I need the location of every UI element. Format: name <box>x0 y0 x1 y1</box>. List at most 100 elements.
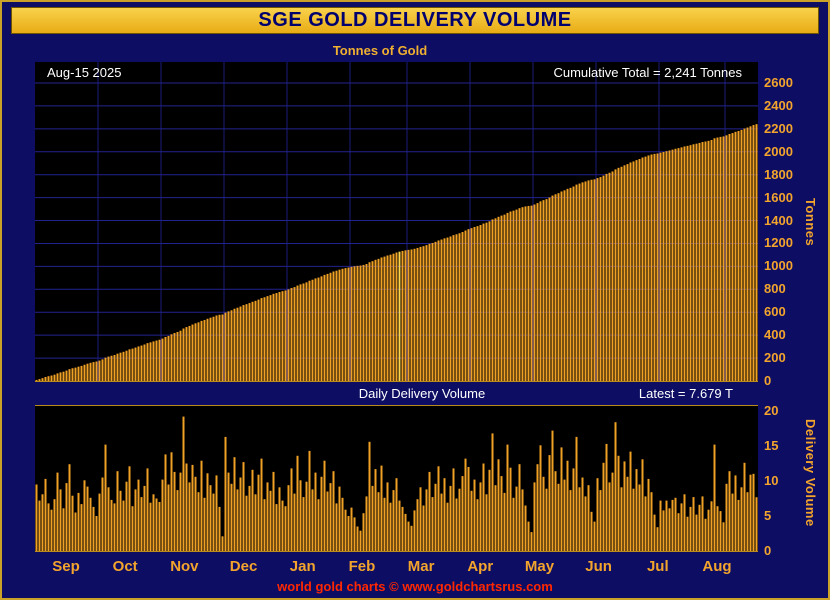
month-label: Sep <box>52 558 80 575</box>
cumulative-bars <box>35 124 758 381</box>
cumulative-bar <box>275 293 278 381</box>
cumulative-bar <box>245 304 248 381</box>
daily-bar <box>266 482 269 551</box>
cumulative-bar <box>437 240 440 381</box>
cumulative-bar <box>746 127 749 381</box>
daily-bar <box>251 469 254 551</box>
daily-bar <box>227 472 230 551</box>
cumulative-bar <box>656 153 659 381</box>
daily-bar <box>272 471 275 551</box>
daily-bar <box>587 485 590 551</box>
cumulative-bar <box>632 161 635 381</box>
cumulative-bar <box>146 343 149 381</box>
cumulative-bar <box>611 171 614 381</box>
cumulative-bar <box>470 228 473 381</box>
daily-bar <box>146 468 149 551</box>
top-panel-baseline <box>35 381 758 382</box>
cumulative-bar <box>584 181 587 381</box>
daily-bar <box>659 500 662 551</box>
cumulative-bar <box>650 154 653 381</box>
cumulative-bar <box>194 323 197 381</box>
cumulative-bar <box>554 194 557 381</box>
daily-bar <box>320 476 323 551</box>
daily-bar <box>206 473 209 551</box>
daily-bar <box>530 532 533 551</box>
cumulative-bar <box>122 351 125 381</box>
bottom-panel-baseline <box>35 551 758 552</box>
cumulative-bar <box>596 178 599 381</box>
daily-bar <box>224 436 227 551</box>
cumulative-bar <box>212 316 215 381</box>
daily-bar <box>677 513 680 551</box>
cumulative-bar <box>50 375 53 381</box>
cumulative-bar <box>560 191 563 381</box>
cumulative-bar <box>272 293 275 381</box>
cumulative-bar <box>590 179 593 381</box>
cumulative-bar <box>389 254 392 381</box>
daily-bar <box>569 490 572 551</box>
daily-bar <box>581 477 584 551</box>
daily-bar <box>737 499 740 551</box>
daily-bar <box>188 482 191 551</box>
y-tick-label: 10 <box>764 473 779 488</box>
daily-bar <box>656 527 659 551</box>
cumulative-bar <box>728 134 731 381</box>
daily-bar <box>413 510 416 551</box>
daily-bar <box>143 485 146 551</box>
daily-bar <box>359 530 362 551</box>
cumulative-bar <box>743 128 746 381</box>
cumulative-bar <box>515 209 518 381</box>
cumulative-bar <box>404 250 407 381</box>
daily-bar <box>494 485 497 551</box>
daily-bar <box>329 483 332 551</box>
daily-bar <box>293 493 296 551</box>
cumulative-bar <box>623 165 626 381</box>
cumulative-bar <box>191 324 194 381</box>
cumulative-bar <box>338 269 341 381</box>
daily-bar <box>395 478 398 551</box>
cumulative-bar <box>752 125 755 381</box>
daily-bar <box>35 484 38 551</box>
cumulative-bar <box>641 157 644 381</box>
daily-bar <box>101 477 104 551</box>
cumulative-bar <box>662 151 665 381</box>
cumulative-bar <box>716 137 719 381</box>
daily-bar <box>422 505 425 551</box>
cumulative-bar <box>305 282 308 381</box>
daily-bar <box>92 506 95 551</box>
cumulative-bar <box>665 151 668 381</box>
daily-bar <box>644 496 647 551</box>
daily-bar <box>518 464 521 551</box>
daily-bar <box>671 499 674 551</box>
cumulative-bar <box>704 141 707 381</box>
daily-bar <box>62 508 65 551</box>
month-label: Aug <box>702 558 732 575</box>
daily-bar <box>593 521 596 551</box>
daily-bar <box>638 484 641 551</box>
daily-bar <box>296 455 299 551</box>
cumulative-bar <box>47 376 50 381</box>
daily-bar <box>284 506 287 551</box>
daily-bar <box>584 496 587 551</box>
chart-subtitle: Tonnes of Gold <box>332 43 428 58</box>
y-tick-label: 1200 <box>764 235 793 251</box>
cumulative-bar <box>362 264 365 381</box>
daily-bar <box>233 457 236 551</box>
cumulative-bar <box>314 278 317 381</box>
daily-bar <box>503 492 506 551</box>
cumulative-bar <box>371 261 374 381</box>
daily-bar <box>617 455 620 551</box>
cumulative-bar <box>455 234 458 381</box>
daily-bar <box>695 514 698 551</box>
cumulative-bar <box>497 216 500 381</box>
cumulative-bar <box>158 339 161 381</box>
daily-bar <box>641 459 644 551</box>
cumulative-bar <box>104 357 107 381</box>
daily-bar <box>131 506 134 551</box>
daily-bar <box>398 500 401 551</box>
daily-bar <box>410 525 413 551</box>
y-tick-label: 15 <box>764 438 779 453</box>
daily-bar <box>209 485 212 551</box>
daily-bar <box>95 516 98 551</box>
daily-bar <box>551 430 554 551</box>
